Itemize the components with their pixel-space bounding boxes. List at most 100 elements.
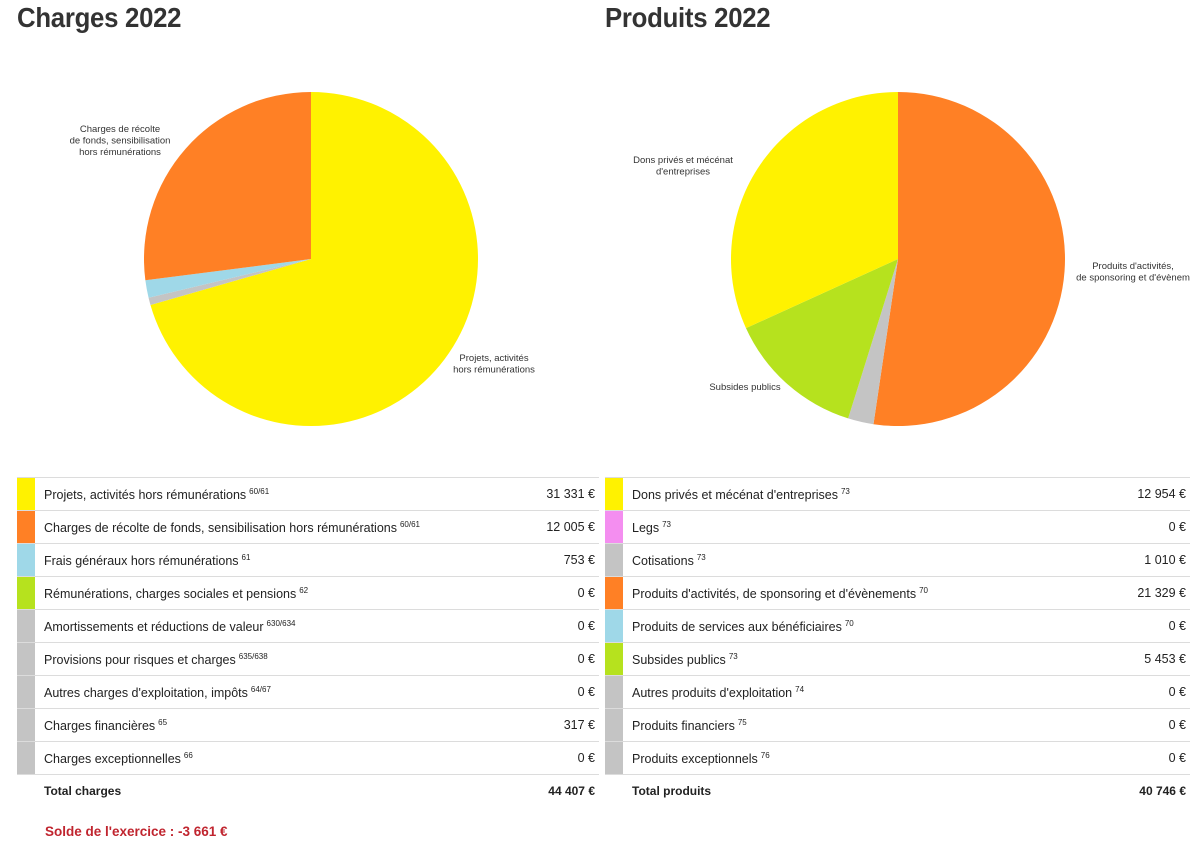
row-label-text: Autres produits d'exploitation bbox=[632, 685, 793, 700]
row-amount: 0 € bbox=[1106, 708, 1190, 742]
pie-slice bbox=[731, 92, 898, 329]
row-label: Charges exceptionnelles 66 bbox=[35, 741, 532, 775]
table-row: Charges exceptionnelles 66 0 € bbox=[17, 741, 599, 775]
color-swatch bbox=[605, 642, 623, 676]
row-label-text: Legs bbox=[632, 520, 660, 535]
account-ref: 60/61 bbox=[249, 486, 270, 496]
table-row: Autres produits d'exploitation 74 0 € bbox=[605, 675, 1190, 709]
table-row: Legs 73 0 € bbox=[605, 510, 1190, 544]
row-amount: 0 € bbox=[531, 741, 599, 775]
total-spacer bbox=[605, 774, 623, 806]
slice-label-line: Dons privés et mécénat bbox=[633, 155, 733, 166]
row-label: Provisions pour risques et charges 635/63… bbox=[35, 642, 532, 676]
row-amount: 31 331 € bbox=[531, 477, 599, 511]
table-row: Produits financiers 75 0 € bbox=[605, 708, 1190, 742]
account-ref: 65 bbox=[158, 717, 168, 727]
row-amount: 0 € bbox=[531, 576, 599, 610]
color-swatch bbox=[17, 675, 35, 709]
row-label: Produits d'activités, de sponsoring et d… bbox=[623, 576, 1107, 610]
row-label-text: Charges exceptionnelles bbox=[44, 751, 181, 766]
row-label-text: Produits d'activités, de sponsoring et d… bbox=[632, 586, 917, 601]
row-label-text: Frais généraux hors rémunérations bbox=[44, 553, 239, 568]
row-label: Charges de récolte de fonds, sensibilisa… bbox=[35, 510, 532, 544]
account-ref: 66 bbox=[183, 750, 193, 760]
slice-label-line: d'entreprises bbox=[656, 167, 710, 178]
total-amount: 44 407 € bbox=[531, 774, 599, 806]
row-label: Amortissements et réductions de valeur 63… bbox=[35, 609, 532, 643]
row-amount: 0 € bbox=[1106, 675, 1190, 709]
row-amount: 0 € bbox=[1106, 510, 1190, 544]
produits-table: Dons privés et mécénat d'entreprises 73 12… bbox=[605, 477, 1190, 806]
account-ref: 61 bbox=[241, 552, 251, 562]
row-label-text: Produits de services aux bénéficiaires bbox=[632, 619, 842, 634]
row-label-text: Produits exceptionnels bbox=[632, 751, 758, 766]
table-row: Dons privés et mécénat d'entreprises 73 12… bbox=[605, 477, 1190, 511]
total-label: Total produits bbox=[623, 774, 1107, 806]
pie-slice bbox=[150, 92, 479, 426]
table-row: Subsides publics 73 5 453 € bbox=[605, 642, 1190, 676]
account-ref: 60/61 bbox=[399, 519, 421, 529]
row-label-text: Rémunérations, charges sociales et pensi… bbox=[44, 586, 297, 601]
row-amount: 317 € bbox=[531, 708, 599, 742]
row-amount: 0 € bbox=[531, 642, 599, 676]
charges-title: Charges 2022 bbox=[17, 2, 182, 33]
table-row: Provisions pour risques et charges 635/63… bbox=[17, 642, 599, 676]
account-ref: 70 bbox=[919, 585, 929, 595]
row-label-text: Provisions pour risques et charges bbox=[44, 652, 236, 667]
account-ref: 73 bbox=[662, 519, 672, 529]
color-swatch bbox=[17, 708, 35, 742]
row-label-text: Cotisations bbox=[632, 553, 694, 568]
table-row: Autres charges d'exploitation, impôts 64/… bbox=[17, 675, 599, 709]
row-label-text: Charges financières bbox=[44, 718, 156, 733]
account-ref: 64/67 bbox=[250, 684, 271, 694]
account-ref: 630/634 bbox=[266, 618, 296, 628]
row-label: Subsides publics 73 bbox=[623, 642, 1107, 676]
produits-title: Produits 2022 bbox=[605, 2, 771, 33]
pie-slice bbox=[148, 259, 311, 306]
table-row: Frais généraux hors rémunérations 61 753 € bbox=[17, 543, 599, 577]
color-swatch bbox=[605, 543, 623, 577]
row-label: Autres produits d'exploitation 74 bbox=[623, 675, 1107, 709]
color-swatch bbox=[17, 609, 35, 643]
account-ref: 62 bbox=[299, 585, 309, 595]
table-row: Amortissements et réductions de valeur 63… bbox=[17, 609, 599, 643]
row-amount: 12 005 € bbox=[531, 510, 599, 544]
color-swatch bbox=[605, 708, 623, 742]
color-swatch bbox=[605, 510, 623, 544]
pie-slice bbox=[873, 92, 1065, 426]
account-ref: 70 bbox=[844, 618, 854, 628]
pie-slice bbox=[143, 92, 311, 281]
charges-table: Projets, activités hors rémunérations 60/… bbox=[17, 477, 599, 806]
row-amount: 0 € bbox=[1106, 609, 1190, 643]
color-swatch bbox=[17, 510, 35, 544]
row-label-text: Autres charges d'exploitation, impôts bbox=[44, 685, 248, 700]
solde-exercice: Solde de l'exercice : -3 661 € bbox=[45, 824, 228, 839]
row-label-text: Amortissements et réductions de valeur bbox=[44, 619, 264, 634]
total-row: Total charges 44 407 € bbox=[17, 774, 599, 806]
table-row: Produits exceptionnels 76 0 € bbox=[605, 741, 1190, 775]
pie-slice bbox=[848, 259, 898, 425]
row-amount: 21 329 € bbox=[1106, 576, 1190, 610]
total-label: Total charges bbox=[35, 774, 532, 806]
row-label: Frais généraux hors rémunérations 61 bbox=[35, 543, 532, 577]
color-swatch bbox=[605, 477, 623, 511]
total-row: Total produits 40 746 € bbox=[605, 774, 1190, 806]
produits-pie-chart: Produits d'activités, de sponsoring et d'… bbox=[633, 92, 1190, 426]
charges-pie-chart: Projets, activités hors rémunérationsChar… bbox=[70, 92, 535, 426]
account-ref: 73 bbox=[696, 552, 706, 562]
table-row: Produits de services aux bénéficiaires 70… bbox=[605, 609, 1190, 643]
account-ref: 73 bbox=[728, 651, 738, 661]
total-amount: 40 746 € bbox=[1106, 774, 1190, 806]
slice-label: Projets, activités hors rémunérations bbox=[453, 353, 535, 376]
row-amount: 1 010 € bbox=[1106, 543, 1190, 577]
row-label: Charges financières 65 bbox=[35, 708, 532, 742]
color-swatch bbox=[17, 642, 35, 676]
row-label-text: Produits financiers bbox=[632, 718, 735, 733]
total-spacer bbox=[17, 774, 35, 806]
row-label: Cotisations 73 bbox=[623, 543, 1107, 577]
row-label: Produits financiers 75 bbox=[623, 708, 1107, 742]
slice-label-line: hors rémunérations bbox=[453, 365, 535, 376]
slice-label-line: Produits d'activités, bbox=[1092, 261, 1174, 272]
row-amount: 753 € bbox=[531, 543, 599, 577]
row-label-text: Dons privés et mécénat d'entreprises bbox=[632, 487, 838, 502]
